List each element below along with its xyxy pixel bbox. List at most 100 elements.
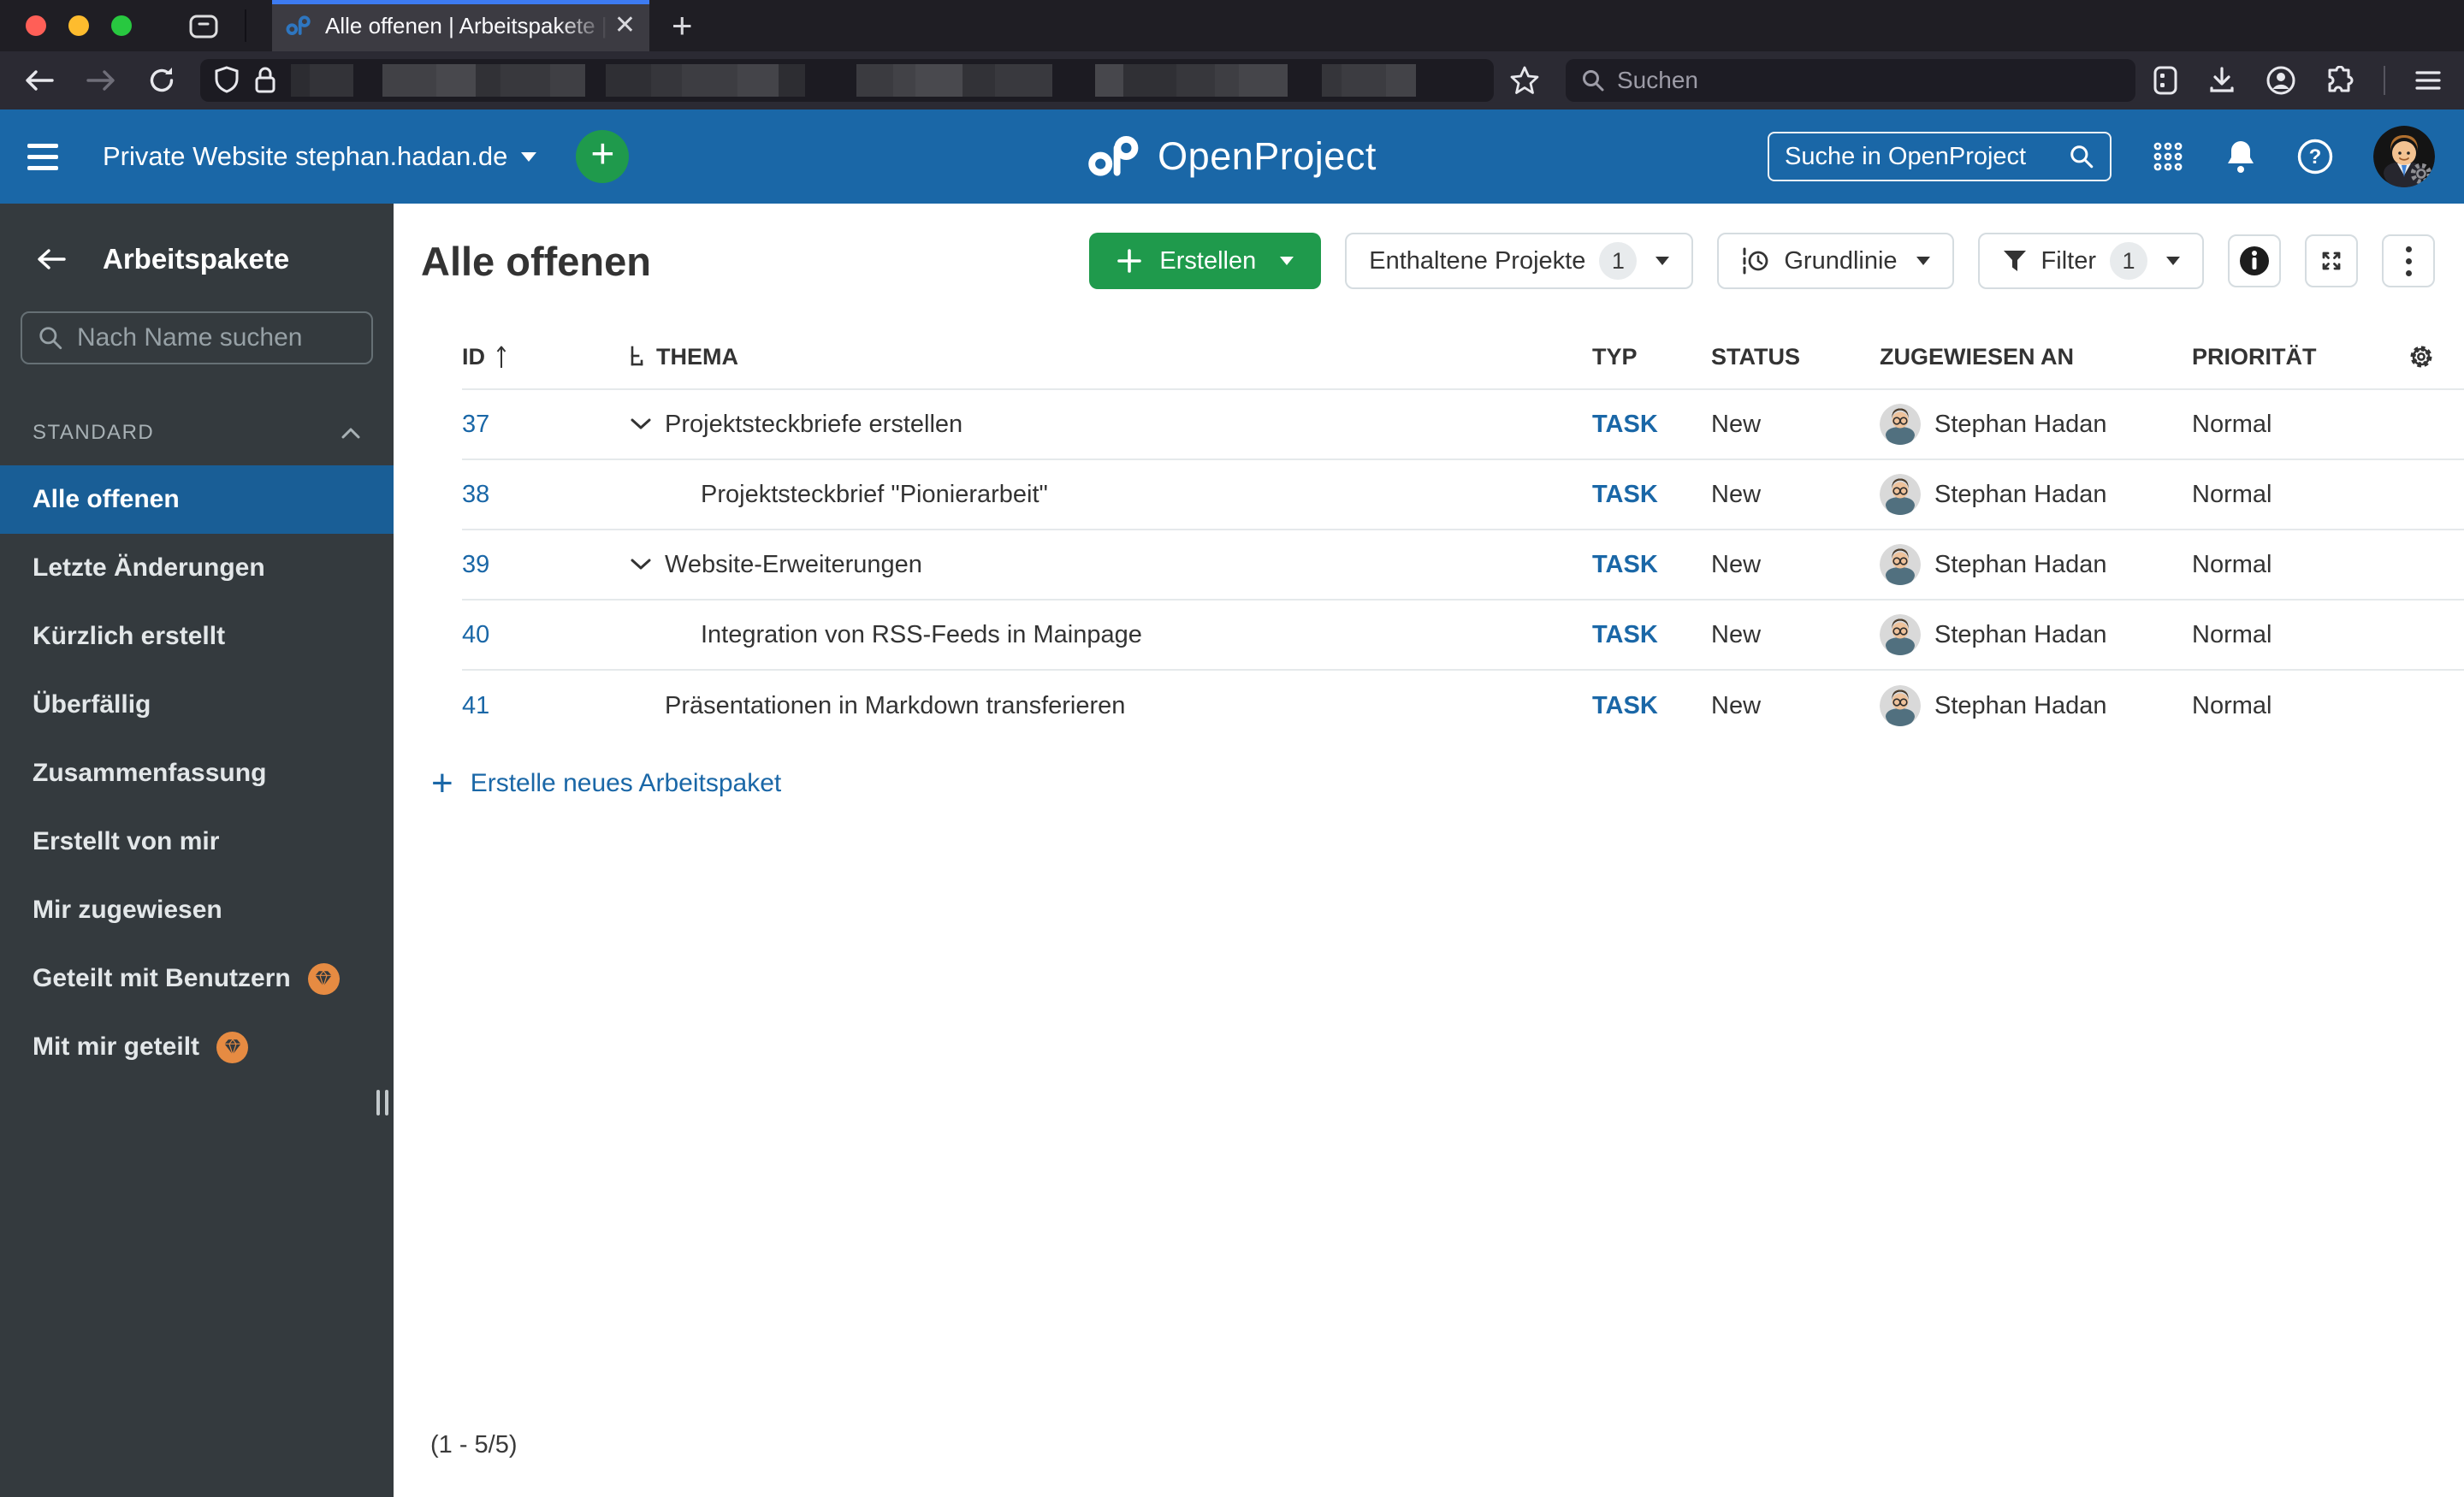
sidebar-search-input[interactable]: Nach Name suchen bbox=[21, 311, 373, 364]
column-header-assignee[interactable]: ZUGEWIESEN AN bbox=[1880, 343, 2075, 370]
table-settings-button[interactable] bbox=[2408, 343, 2464, 370]
info-button[interactable] bbox=[2228, 234, 2281, 287]
table-row-37[interactable]: 37 Projektsteckbriefe erstellen TASK New Ste… bbox=[462, 390, 2464, 460]
sidebar-item-4[interactable]: Zusammenfassung bbox=[0, 739, 394, 808]
table-row-39[interactable]: 39 Website-Erweiterungen TASK New Stephan Ha… bbox=[462, 530, 2464, 601]
assignee-cell[interactable]: Stephan Hadan bbox=[1880, 404, 2192, 445]
priority-value[interactable]: Normal bbox=[2192, 480, 2272, 508]
work-package-subject[interactable]: Projektsteckbriefe erstellen bbox=[665, 410, 963, 438]
sidebar-item-0[interactable]: Alle offenen bbox=[0, 465, 394, 534]
work-package-id-link[interactable]: 39 bbox=[462, 550, 490, 578]
work-package-id-link[interactable]: 41 bbox=[462, 691, 490, 719]
type-badge[interactable]: TASK bbox=[1592, 550, 1658, 578]
assignee-name[interactable]: Stephan Hadan bbox=[1934, 691, 2107, 719]
column-header-id[interactable]: ID bbox=[462, 344, 629, 370]
status-value[interactable]: New bbox=[1711, 410, 1762, 438]
main-menu-toggle-icon[interactable] bbox=[27, 143, 58, 170]
account-icon[interactable] bbox=[2266, 65, 2296, 96]
back-arrow-icon[interactable] bbox=[36, 247, 67, 271]
assignee-cell[interactable]: Stephan Hadan bbox=[1880, 474, 2192, 515]
column-header-type[interactable]: TYP bbox=[1592, 343, 1638, 370]
global-search-input[interactable]: Suche in OpenProject bbox=[1768, 132, 2112, 181]
sidebar-section-header[interactable]: STANDARD bbox=[33, 421, 361, 445]
create-work-package-link[interactable]: + Erstelle neues Arbeitspaket bbox=[421, 765, 2464, 802]
sidebar-panel-icon[interactable] bbox=[2153, 65, 2178, 96]
table-row-40[interactable]: 40 Integration von RSS-Feeds in Mainpage T… bbox=[462, 601, 2464, 671]
window-close-button[interactable] bbox=[26, 15, 46, 36]
menu-icon[interactable] bbox=[2414, 69, 2442, 92]
type-badge[interactable]: TASK bbox=[1592, 410, 1658, 438]
new-tab-button[interactable]: + bbox=[672, 5, 693, 45]
reload-icon[interactable] bbox=[147, 66, 176, 95]
tab-close-icon[interactable]: ✕ bbox=[613, 11, 636, 39]
fullscreen-button[interactable] bbox=[2305, 234, 2358, 287]
sidebar-item-2[interactable]: Kürzlich erstellt bbox=[0, 602, 394, 671]
priority-value[interactable]: Normal bbox=[2192, 550, 2272, 578]
firefox-view-icon[interactable] bbox=[188, 12, 219, 39]
window-minimize-button[interactable] bbox=[68, 15, 89, 36]
priority-value[interactable]: Normal bbox=[2192, 410, 2272, 438]
assignee-name[interactable]: Stephan Hadan bbox=[1934, 410, 2107, 438]
type-badge[interactable]: TASK bbox=[1592, 620, 1658, 648]
type-badge[interactable]: TASK bbox=[1592, 480, 1658, 508]
assignee-name[interactable]: Stephan Hadan bbox=[1934, 550, 2107, 578]
assignee-cell[interactable]: Stephan Hadan bbox=[1880, 685, 2192, 726]
column-header-status[interactable]: STATUS bbox=[1711, 343, 1800, 370]
status-value[interactable]: New bbox=[1711, 620, 1762, 648]
sidebar-item-7[interactable]: Geteilt mit Benutzern bbox=[0, 944, 394, 1013]
notifications-bell-icon[interactable] bbox=[2224, 139, 2257, 175]
sidebar-resize-handle[interactable] bbox=[376, 1090, 388, 1115]
create-button[interactable]: Erstellen bbox=[1089, 233, 1322, 289]
download-icon[interactable] bbox=[2207, 66, 2236, 95]
assignee-cell[interactable]: Stephan Hadan bbox=[1880, 544, 2192, 585]
assignee-name[interactable]: Stephan Hadan bbox=[1934, 620, 2107, 648]
sidebar-item-5[interactable]: Erstellt von mir bbox=[0, 808, 394, 876]
collapse-chevron-icon[interactable] bbox=[629, 417, 653, 432]
work-package-id-link[interactable]: 38 bbox=[462, 480, 490, 508]
priority-value[interactable]: Normal bbox=[2192, 691, 2272, 719]
openproject-logo[interactable]: OpenProject bbox=[1087, 134, 1377, 179]
global-create-button[interactable]: + bbox=[576, 130, 630, 183]
bookmark-star-icon[interactable] bbox=[1509, 65, 1540, 96]
work-package-subject[interactable]: Präsentationen in Markdown transferieren bbox=[665, 691, 1126, 719]
work-package-subject[interactable]: Website-Erweiterungen bbox=[665, 550, 922, 578]
status-value[interactable]: New bbox=[1711, 691, 1762, 719]
column-header-priority[interactable]: PRIORITÄT bbox=[2192, 343, 2317, 370]
browser-tab[interactable]: Alle offenen | Arbeitspakete | Pri ✕ bbox=[272, 0, 649, 51]
window-zoom-button[interactable] bbox=[111, 15, 132, 36]
priority-value[interactable]: Normal bbox=[2192, 620, 2272, 648]
forward-icon[interactable] bbox=[86, 68, 116, 93]
shield-icon[interactable] bbox=[214, 66, 240, 95]
baseline-button[interactable]: Grundlinie bbox=[1717, 233, 1954, 289]
sidebar-item-1[interactable]: Letzte Änderungen bbox=[0, 534, 394, 602]
work-package-subject[interactable]: Integration von RSS-Feeds in Mainpage bbox=[701, 620, 1142, 648]
back-icon[interactable] bbox=[24, 68, 55, 93]
user-avatar[interactable] bbox=[2373, 126, 2435, 187]
sidebar-item-3[interactable]: Überfällig bbox=[0, 671, 394, 739]
assignee-cell[interactable]: Stephan Hadan bbox=[1880, 614, 2192, 655]
modules-grid-icon[interactable] bbox=[2151, 139, 2185, 174]
table-row-41[interactable]: 41 Präsentationen in Markdown transferier… bbox=[462, 671, 2464, 741]
work-package-id-link[interactable]: 37 bbox=[462, 410, 490, 438]
project-selector[interactable]: Private Website stephan.hadan.de bbox=[103, 141, 537, 172]
browser-search-bar[interactable]: Suchen bbox=[1566, 59, 2135, 102]
filter-button[interactable]: Filter 1 bbox=[1977, 233, 2204, 289]
lock-icon[interactable] bbox=[253, 66, 277, 95]
collapse-chevron-icon[interactable] bbox=[629, 557, 653, 572]
included-projects-button[interactable]: Enthaltene Projekte 1 bbox=[1345, 233, 1694, 289]
work-package-subject[interactable]: Projektsteckbrief "Pionierarbeit" bbox=[701, 480, 1048, 508]
url-bar[interactable] bbox=[200, 59, 1494, 102]
more-options-button[interactable] bbox=[2382, 234, 2435, 287]
status-value[interactable]: New bbox=[1711, 480, 1762, 508]
help-icon[interactable]: ? bbox=[2296, 138, 2334, 175]
global-search-placeholder: Suche in OpenProject bbox=[1785, 142, 2027, 170]
sidebar-item-6[interactable]: Mir zugewiesen bbox=[0, 876, 394, 944]
sidebar-item-8[interactable]: Mit mir geteilt bbox=[0, 1013, 394, 1081]
status-value[interactable]: New bbox=[1711, 550, 1762, 578]
type-badge[interactable]: TASK bbox=[1592, 691, 1658, 719]
work-package-id-link[interactable]: 40 bbox=[462, 620, 490, 648]
table-row-38[interactable]: 38 Projektsteckbrief "Pionierarbeit" TASK N… bbox=[462, 460, 2464, 530]
assignee-name[interactable]: Stephan Hadan bbox=[1934, 480, 2107, 508]
column-header-subject[interactable]: THEMA bbox=[629, 344, 1592, 370]
extensions-icon[interactable] bbox=[2325, 66, 2354, 95]
